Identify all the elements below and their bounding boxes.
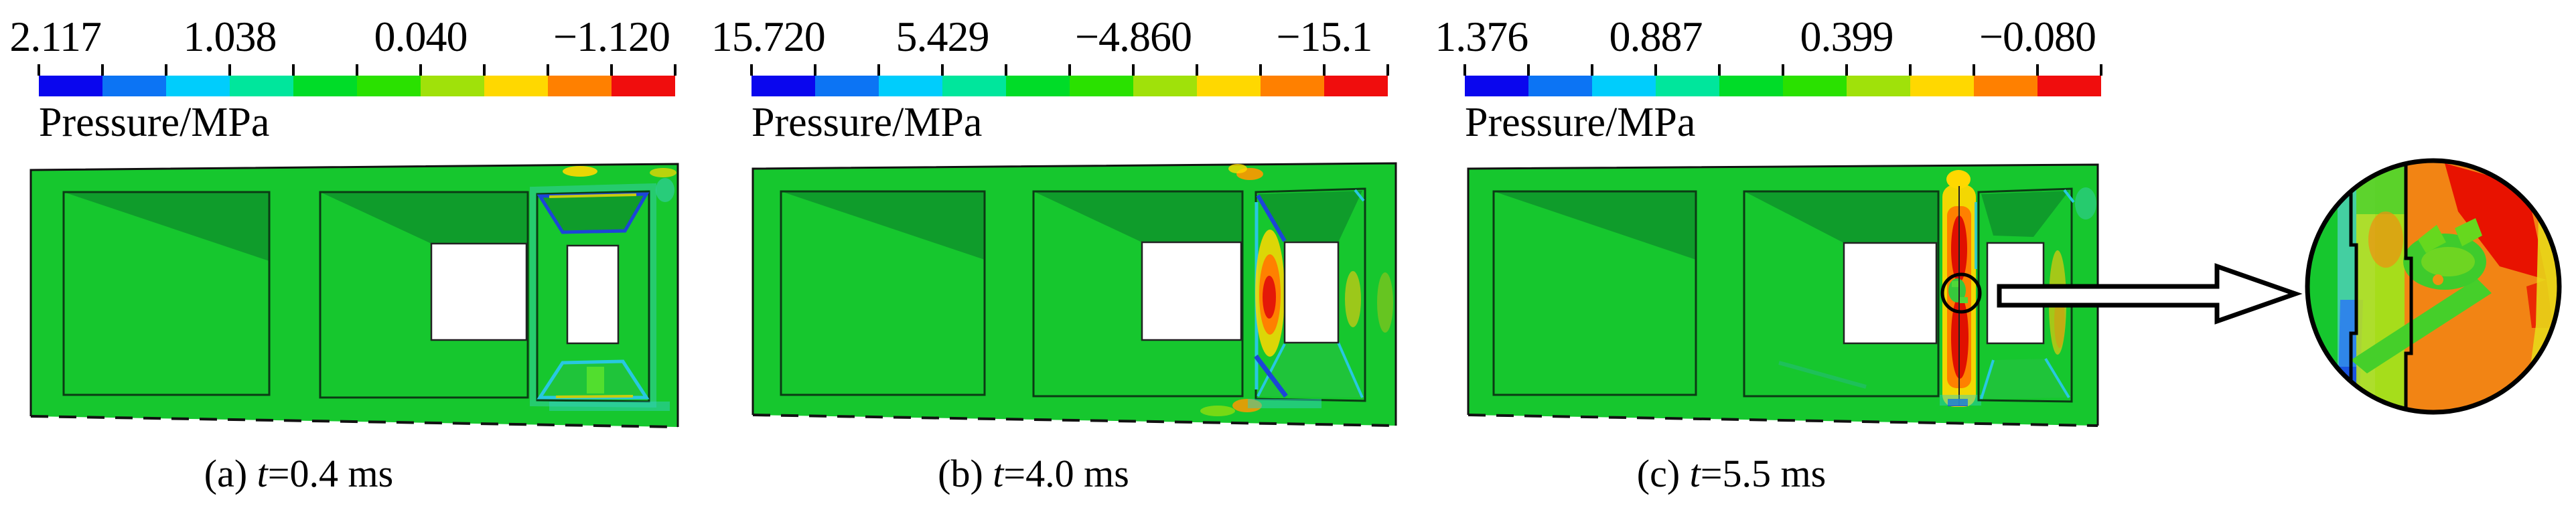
colorbar-tick-label: −0.080 [1979,13,2096,60]
window1-ceiling-shade [781,191,985,260]
yellow-edge-line-top [549,193,637,198]
yellow-edge-line-bottom [555,395,634,398]
colorbar-group-b: 15.720 5.429 −4.860 −15.1 Pressure/MPa [711,0,1389,154]
opening-middle [1843,242,1938,345]
yellow-smudge-top [563,166,597,177]
zoom-callout [1997,158,2562,415]
teal-streak [1778,361,1867,389]
opening-middle [1141,241,1242,341]
inset-green-streak [2351,278,2492,373]
colorbar-tick-labels-b: 15.720 5.429 −4.860 −15.1 [711,13,1388,63]
panel-caption-c: (c) t=5.5 ms [1636,452,1827,495]
zoom-inset-content [2307,161,2559,412]
window-frame-1 [1492,190,1697,396]
ceiling-trapezoid [1981,191,2069,237]
colorbar-tick-label: 1.376 [1435,13,1528,60]
colorbar-title-b: Pressure/MPa [752,100,983,145]
bottom-dashed-edge [30,415,678,428]
annotation-circle [1940,272,1982,314]
pressure-contour-panel-c [1467,163,2099,427]
colorbar-tick-label: −15.1 [1276,13,1372,60]
colorbar-tick-label: 2.117 [9,13,102,60]
opening-right-slot [1283,241,1340,344]
window2-ceiling-shade [1744,191,1938,243]
floor-trapezoid [1258,343,1362,398]
window-frame-1 [62,191,271,396]
colorbar-tick-labels-c: 1.376 0.887 0.399 −0.080 [1435,13,2101,63]
window-frame-2 [319,191,529,399]
colorbar-ticks [1463,64,2102,76]
teal-band-bottom [1248,399,1321,408]
colorbar-b [752,76,1388,96]
cyan-smudge-corner [656,178,674,202]
colorbar-ticks [750,64,1389,76]
pressure-contour-panel-b [752,162,1397,427]
right-box-frame [1977,187,2073,403]
window-frame-2 [1032,190,1244,398]
window2-ceiling-shade [1033,191,1242,242]
colorbar-tick-label: 1.038 [183,13,277,60]
window-frame-1 [780,190,986,396]
zoom-arrow [1997,263,2303,325]
panel-caption-a: (a) t=0.4 ms [204,452,394,495]
inset-crack-line-right [2404,161,2413,412]
bottom-dashed-edge [1468,414,2098,427]
hotspot-red [1263,276,1276,319]
ceiling-trapezoid [1258,191,1362,242]
colorbar-tick-label: 5.429 [896,13,990,60]
window2-ceiling-shade [320,192,528,244]
floor-light-bar [587,367,604,394]
colorbar-ticks [38,64,676,76]
blue-diagonal-top [1256,194,1287,242]
window1-ceiling-shade [1494,191,1696,260]
panel-caption-b: (b) t=4.0 ms [938,452,1129,495]
blue-tip-bottom [1948,399,1968,406]
zoom-inset-circle [2305,158,2562,415]
colorbar-group-c: 1.376 0.887 0.399 −0.080 Pressure/MPa [1435,0,2102,154]
colorbar-tick-label: 0.040 [374,13,468,60]
teal-band-bottom [549,402,670,411]
inset-crack-line-left [2349,161,2358,412]
colorbar-tick-labels-a: 2.117 1.038 0.040 −1.120 [9,13,675,63]
pressure-contour-panel-a [29,163,679,428]
colorbar-c [1465,76,2101,96]
colorbar-title-a: Pressure/MPa [39,100,270,145]
colorbar-title-c: Pressure/MPa [1465,100,1696,145]
colorbar-group-a: 2.117 1.038 0.040 −1.120 Pressure/MPa [9,0,676,154]
window1-ceiling-shade [64,192,269,261]
bottom-dashed-edge [752,414,1397,427]
blue-diagonal-bottom [1254,354,1288,398]
colorbar-tick-label: 0.399 [1800,13,1894,60]
colorbar-tick-label: −4.860 [1074,13,1192,60]
opening-right-slot [566,244,620,345]
colorbar-tick-label: −1.120 [553,13,670,60]
opening-middle [430,242,528,341]
olive-jamb-blob [1345,271,1361,327]
floor-trapezoid [1981,359,2069,399]
colorbar-tick-label: 0.887 [1609,13,1703,60]
colorbar-tick-label: 15.720 [711,13,826,60]
window-frame-2 [1743,190,1940,398]
colorbar-a [39,76,675,96]
olive-edge-blob [1377,272,1393,333]
